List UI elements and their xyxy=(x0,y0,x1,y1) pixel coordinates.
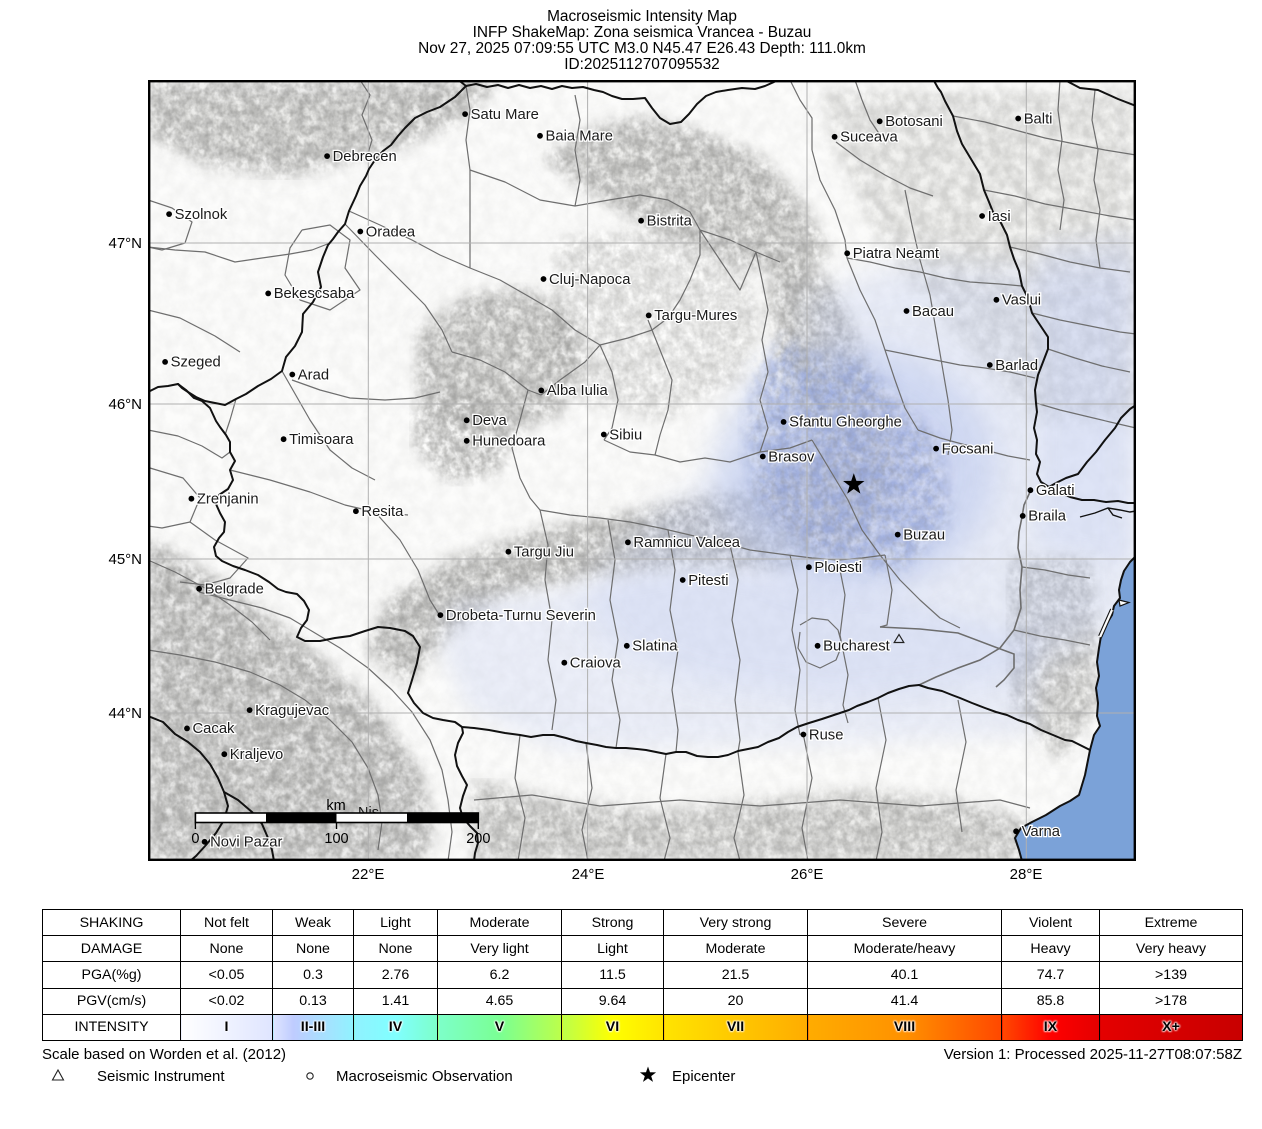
svg-text:Varna: Varna xyxy=(1022,824,1061,840)
svg-text:Deva: Deva xyxy=(472,413,507,429)
svg-text:Barlad: Barlad xyxy=(995,358,1038,374)
svg-text:Piatra Neamt: Piatra Neamt xyxy=(853,246,939,262)
svg-text:Balti: Balti xyxy=(1024,111,1053,127)
svg-text:Belgrade: Belgrade xyxy=(205,582,264,598)
svg-text:Bucharest: Bucharest xyxy=(823,639,890,655)
svg-text:Braila: Braila xyxy=(1028,509,1067,525)
svg-text:Ruse: Ruse xyxy=(809,727,844,743)
svg-text:Focsani: Focsani xyxy=(942,441,994,457)
svg-text:Kragujevac: Kragujevac xyxy=(255,703,330,719)
svg-text:Targu Jiu: Targu Jiu xyxy=(514,545,574,561)
svg-text:Iasi: Iasi xyxy=(988,209,1011,225)
svg-text:Sibiu: Sibiu xyxy=(609,427,642,443)
svg-text:Baia Mare: Baia Mare xyxy=(546,129,613,145)
svg-text:Alba Iulia: Alba Iulia xyxy=(547,383,609,399)
svg-text:Debrecen: Debrecen xyxy=(333,149,397,165)
svg-text:Cluj-Napoca: Cluj-Napoca xyxy=(549,272,631,288)
svg-text:Satu Mare: Satu Mare xyxy=(471,107,539,123)
svg-text:Cacak: Cacak xyxy=(193,721,236,737)
svg-text:Craiova: Craiova xyxy=(570,656,622,672)
svg-text:Sfantu Gheorghe: Sfantu Gheorghe xyxy=(789,415,902,431)
svg-text:Pitesti: Pitesti xyxy=(688,573,728,589)
svg-text:Ploiesti: Ploiesti xyxy=(814,560,862,576)
svg-text:Bekescsaba: Bekescsaba xyxy=(274,286,355,302)
svg-text:Buzau: Buzau xyxy=(903,527,945,543)
svg-text:Galati: Galati xyxy=(1036,483,1075,499)
svg-text:Hunedoara: Hunedoara xyxy=(472,434,546,450)
svg-text:Szolnok: Szolnok xyxy=(175,207,228,223)
svg-text:Epicenter: Epicenter xyxy=(672,1068,735,1085)
svg-text:Brasov: Brasov xyxy=(768,449,815,465)
svg-text:Seismic Instrument: Seismic Instrument xyxy=(97,1068,225,1085)
svg-text:100: 100 xyxy=(324,831,348,847)
svg-text:Oradea: Oradea xyxy=(366,224,416,240)
svg-text:200: 200 xyxy=(466,831,490,847)
svg-text:Zrenjanin: Zrenjanin xyxy=(197,492,259,508)
svg-text:Targu-Mures: Targu-Mures xyxy=(654,308,737,324)
svg-text:km: km xyxy=(326,798,345,814)
svg-text:Arad: Arad xyxy=(298,367,329,383)
svg-text:Timisoara: Timisoara xyxy=(289,432,354,448)
svg-text:Novi Pazar: Novi Pazar xyxy=(210,835,282,851)
svg-text:Ramnicu Valcea: Ramnicu Valcea xyxy=(633,535,740,551)
svg-text:Macroseismic Observation: Macroseismic Observation xyxy=(336,1068,513,1085)
svg-text:Vaslui: Vaslui xyxy=(1002,293,1041,309)
svg-text:Resita: Resita xyxy=(361,504,404,520)
svg-text:Botosani: Botosani xyxy=(885,114,943,130)
svg-text:Szeged: Szeged xyxy=(171,355,221,371)
svg-text:0: 0 xyxy=(191,831,199,847)
svg-text:Kraljevo: Kraljevo xyxy=(230,747,283,763)
svg-text:Slatina: Slatina xyxy=(632,639,678,655)
svg-text:Drobeta-Turnu Severin: Drobeta-Turnu Severin xyxy=(446,608,596,624)
svg-text:Bistrita: Bistrita xyxy=(647,214,693,230)
svg-text:Suceava: Suceava xyxy=(840,130,898,146)
svg-text:Bacau: Bacau xyxy=(912,304,954,320)
